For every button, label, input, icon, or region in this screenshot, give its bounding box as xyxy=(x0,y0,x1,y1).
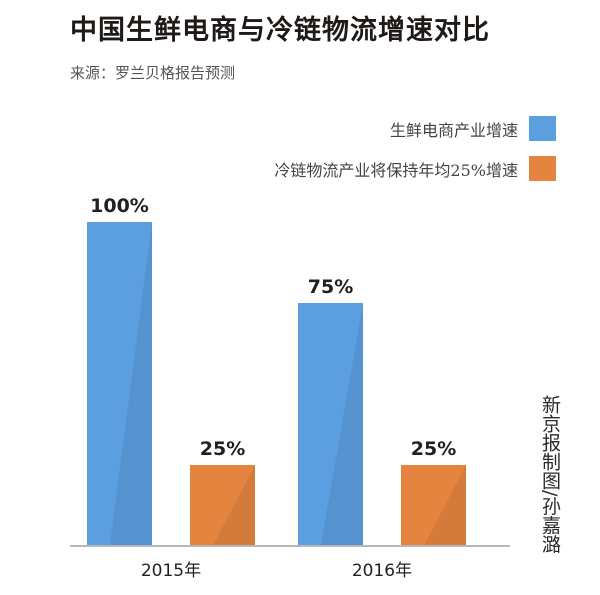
bar-shade xyxy=(109,222,152,546)
chart-title: 中国生鲜电商与冷链物流增速对比 xyxy=(70,15,490,46)
x-tick-label: 2016年 xyxy=(352,561,412,581)
x-tick-label: 2015年 xyxy=(141,561,201,581)
credit-text: 新京报制图/孙嘉潞 xyxy=(539,395,561,554)
bar-cold-chain-2: 25% xyxy=(401,438,466,546)
bar-fresh-ecommerce-2: 75% xyxy=(298,276,363,546)
x-tick-labels: 2015年 2016年 xyxy=(141,561,412,581)
bar-value-label: 25% xyxy=(200,438,245,460)
bar-shade xyxy=(423,465,466,546)
bar-shade xyxy=(320,303,363,546)
bar-fresh-ecommerce-1: 100% xyxy=(87,195,152,546)
bars-layer: 100% 25% 75% 25% xyxy=(87,195,466,546)
bar-value-label: 25% xyxy=(411,438,456,460)
legend-swatch-fresh-ecommerce xyxy=(529,116,556,141)
legend-label-fresh-ecommerce: 生鲜电商产业增速 xyxy=(389,121,518,140)
bar-value-label: 100% xyxy=(90,195,149,217)
chart-subtitle: 来源：罗兰贝格报告预测 xyxy=(70,64,236,82)
legend-label-cold-chain: 冷链物流产业将保持年均25%增速 xyxy=(274,161,518,180)
bar-rect xyxy=(401,465,466,546)
legend-swatch-cold-chain xyxy=(529,156,556,181)
bar-shade xyxy=(212,465,255,546)
bar-cold-chain-1: 25% xyxy=(190,438,255,546)
bar-rect xyxy=(87,222,152,546)
bar-rect xyxy=(190,465,255,546)
bar-rect xyxy=(298,303,363,546)
bar-value-label: 75% xyxy=(308,276,353,298)
